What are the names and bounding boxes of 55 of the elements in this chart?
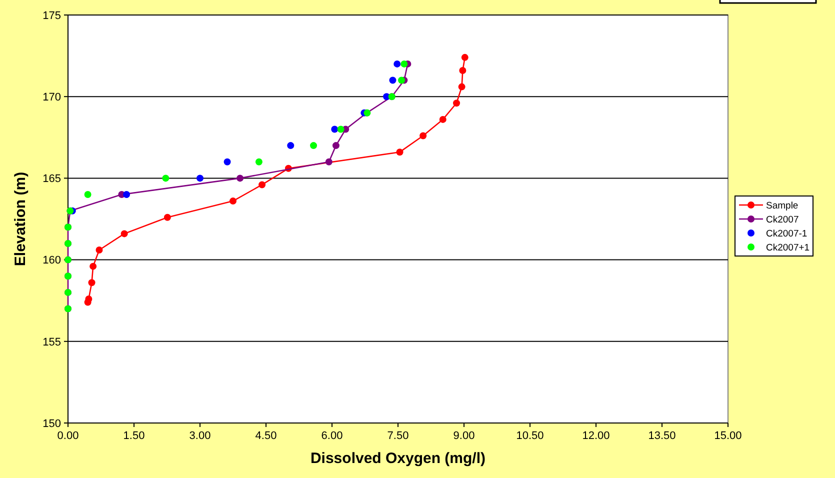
x-tick-label: 7.50 [387, 430, 409, 442]
point [84, 191, 92, 198]
point [394, 60, 401, 68]
y-axis-title: Elevation (m) [12, 172, 29, 266]
point [230, 198, 236, 205]
point [310, 142, 318, 150]
point [236, 174, 244, 182]
point [96, 246, 103, 254]
y-tick-label: 170 [42, 91, 61, 104]
y-tick-label: 160 [42, 254, 61, 267]
legend-label: Ck2007 [766, 214, 799, 226]
point [459, 66, 466, 74]
point [400, 60, 408, 68]
point [453, 100, 460, 107]
x-tick-label: 12.00 [582, 430, 610, 442]
x-tick-label: 13.50 [648, 430, 676, 442]
point [123, 191, 130, 198]
point [88, 279, 96, 286]
point [458, 83, 466, 90]
y-tick-label: 155 [42, 336, 61, 348]
x-axis-title: Dissolved Oxygen (mg/l) [310, 450, 486, 467]
point [90, 262, 97, 270]
x-tick-label: 6.00 [321, 430, 343, 442]
y-tick-label: 150 [42, 418, 61, 430]
x-tick-label: 1.50 [123, 430, 145, 442]
point [84, 298, 92, 306]
legend-label: Ck2007-1 [766, 228, 808, 240]
point [224, 158, 231, 166]
point [162, 174, 170, 182]
point [196, 174, 204, 182]
point [461, 54, 468, 61]
point [439, 116, 446, 123]
legend-label: Ck2007+1 [766, 242, 810, 254]
x-tick-label: 15.00 [714, 430, 742, 442]
point [164, 214, 171, 221]
point [396, 148, 404, 156]
x-tick-label: 4.50 [255, 430, 277, 442]
point [331, 126, 338, 133]
point [325, 158, 332, 166]
point [337, 126, 344, 133]
y-tick-label: 175 [42, 10, 61, 22]
point [120, 230, 128, 238]
point [389, 76, 396, 84]
point [255, 158, 262, 166]
x-tick-label: 0.00 [57, 430, 79, 442]
x-tick-label: 9.00 [453, 430, 475, 442]
y-tick-label: 165 [42, 173, 61, 186]
point [398, 76, 406, 84]
x-tick-label: 10.50 [516, 430, 544, 442]
x-tick-label: 3.00 [189, 430, 211, 442]
legend-label: Sample [766, 200, 798, 212]
point [332, 142, 340, 150]
point [420, 132, 427, 140]
point [258, 181, 266, 188]
point [287, 142, 294, 150]
